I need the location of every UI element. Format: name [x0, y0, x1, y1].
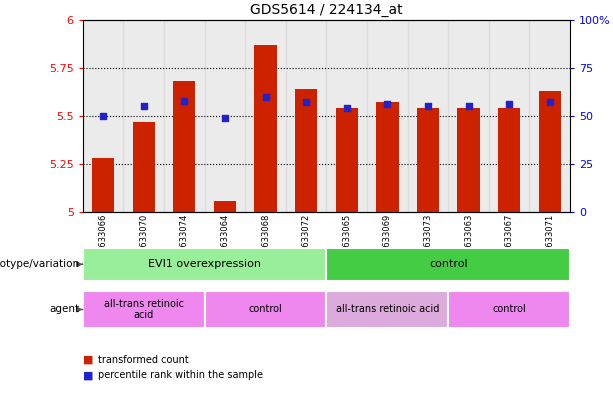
- Bar: [448, 291, 570, 328]
- Bar: [173, 81, 196, 212]
- Bar: [489, 20, 530, 212]
- Bar: [214, 201, 236, 212]
- Bar: [83, 248, 327, 281]
- Text: control: control: [492, 305, 526, 314]
- Bar: [254, 45, 276, 212]
- Bar: [376, 103, 398, 212]
- Bar: [457, 108, 480, 212]
- Bar: [327, 248, 570, 281]
- Point: [383, 101, 392, 108]
- Bar: [123, 20, 164, 212]
- Bar: [83, 20, 123, 212]
- Point: [301, 99, 311, 106]
- Point: [220, 115, 230, 121]
- Text: ■: ■: [83, 354, 93, 365]
- Text: ■: ■: [83, 370, 93, 380]
- Text: genotype/variation: genotype/variation: [0, 259, 80, 269]
- Point: [98, 113, 108, 119]
- Point: [139, 103, 148, 109]
- Bar: [417, 108, 439, 212]
- Bar: [286, 20, 327, 212]
- Bar: [205, 20, 245, 212]
- Bar: [327, 20, 367, 212]
- Bar: [132, 122, 155, 212]
- Text: agent: agent: [50, 305, 80, 314]
- Text: percentile rank within the sample: percentile rank within the sample: [98, 370, 263, 380]
- Text: all-trans retinoic
acid: all-trans retinoic acid: [104, 299, 184, 320]
- Bar: [327, 291, 448, 328]
- Text: control: control: [429, 259, 468, 269]
- Point: [180, 97, 189, 104]
- Bar: [164, 20, 205, 212]
- Bar: [530, 20, 570, 212]
- Bar: [498, 108, 520, 212]
- Text: control: control: [249, 305, 283, 314]
- Bar: [448, 20, 489, 212]
- Bar: [92, 158, 114, 212]
- Bar: [295, 89, 318, 212]
- Bar: [335, 108, 358, 212]
- Text: all-trans retinoic acid: all-trans retinoic acid: [336, 305, 439, 314]
- Bar: [205, 291, 327, 328]
- Bar: [367, 20, 408, 212]
- Point: [423, 103, 433, 109]
- Point: [261, 94, 270, 100]
- Text: transformed count: transformed count: [98, 354, 189, 365]
- Bar: [83, 291, 205, 328]
- Title: GDS5614 / 224134_at: GDS5614 / 224134_at: [250, 3, 403, 17]
- Bar: [539, 91, 561, 212]
- Point: [342, 105, 352, 111]
- Bar: [408, 20, 448, 212]
- Point: [504, 101, 514, 108]
- Point: [463, 103, 473, 109]
- Point: [545, 99, 555, 106]
- Bar: [245, 20, 286, 212]
- Text: EVI1 overexpression: EVI1 overexpression: [148, 259, 261, 269]
